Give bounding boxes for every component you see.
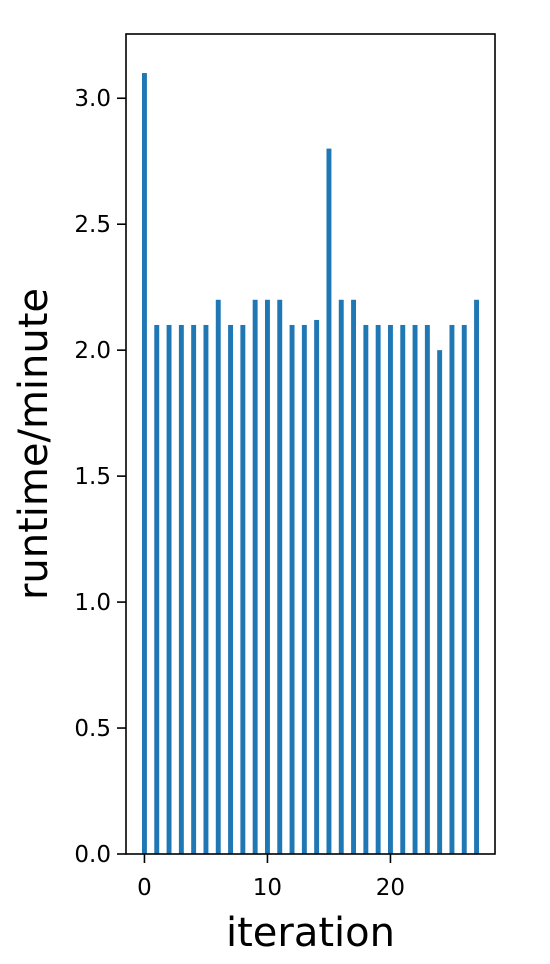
plot-frame [125, 33, 496, 855]
y-tick-label: 0.0 [74, 842, 111, 868]
bar-25 [449, 324, 455, 855]
bar-13 [301, 324, 307, 855]
x-tick-label: 20 [376, 875, 405, 901]
bar-8 [240, 324, 246, 855]
bar-9 [252, 299, 258, 854]
y-tick-label: 2.5 [74, 212, 111, 238]
bar-26 [461, 324, 467, 855]
y-tick-label: 1.5 [74, 464, 111, 490]
bar-14 [314, 319, 320, 854]
y-ticks-group: 0.0 0.5 1.0 1.5 2.0 2.5 3.0 [74, 86, 126, 868]
bar-0 [141, 73, 147, 855]
bar-21 [400, 324, 406, 855]
bar-4 [191, 324, 197, 855]
bar-3 [178, 324, 184, 855]
bar-27 [474, 299, 480, 854]
plot-area [126, 34, 495, 854]
y-axis-label: runtime/minute [11, 288, 57, 600]
bar-17 [351, 299, 357, 854]
bar-19 [375, 324, 381, 855]
bars-group [141, 73, 480, 855]
y-tick-label: 1.0 [74, 590, 111, 616]
x-tick-label: 10 [253, 875, 282, 901]
bar-18 [363, 324, 369, 855]
bar-5 [203, 324, 209, 855]
y-tick-label: 2.0 [74, 338, 111, 364]
bar-2 [166, 324, 172, 855]
x-tick-label: 0 [137, 875, 152, 901]
bar-24 [437, 350, 443, 854]
bar-22 [412, 324, 418, 855]
bar-6 [215, 299, 221, 854]
x-ticks-group: 0 10 20 [137, 854, 405, 901]
bar-20 [387, 324, 393, 855]
bar-1 [154, 324, 160, 855]
bar-10 [264, 299, 270, 854]
bar-12 [289, 324, 295, 855]
bar-23 [424, 324, 430, 855]
y-tick-label: 3.0 [74, 86, 111, 112]
y-tick-label: 0.5 [74, 716, 111, 742]
x-axis-label: iteration [226, 910, 395, 956]
bar-15 [326, 148, 332, 854]
bar-11 [277, 299, 283, 854]
bar-16 [338, 299, 344, 854]
bar-7 [228, 324, 234, 855]
